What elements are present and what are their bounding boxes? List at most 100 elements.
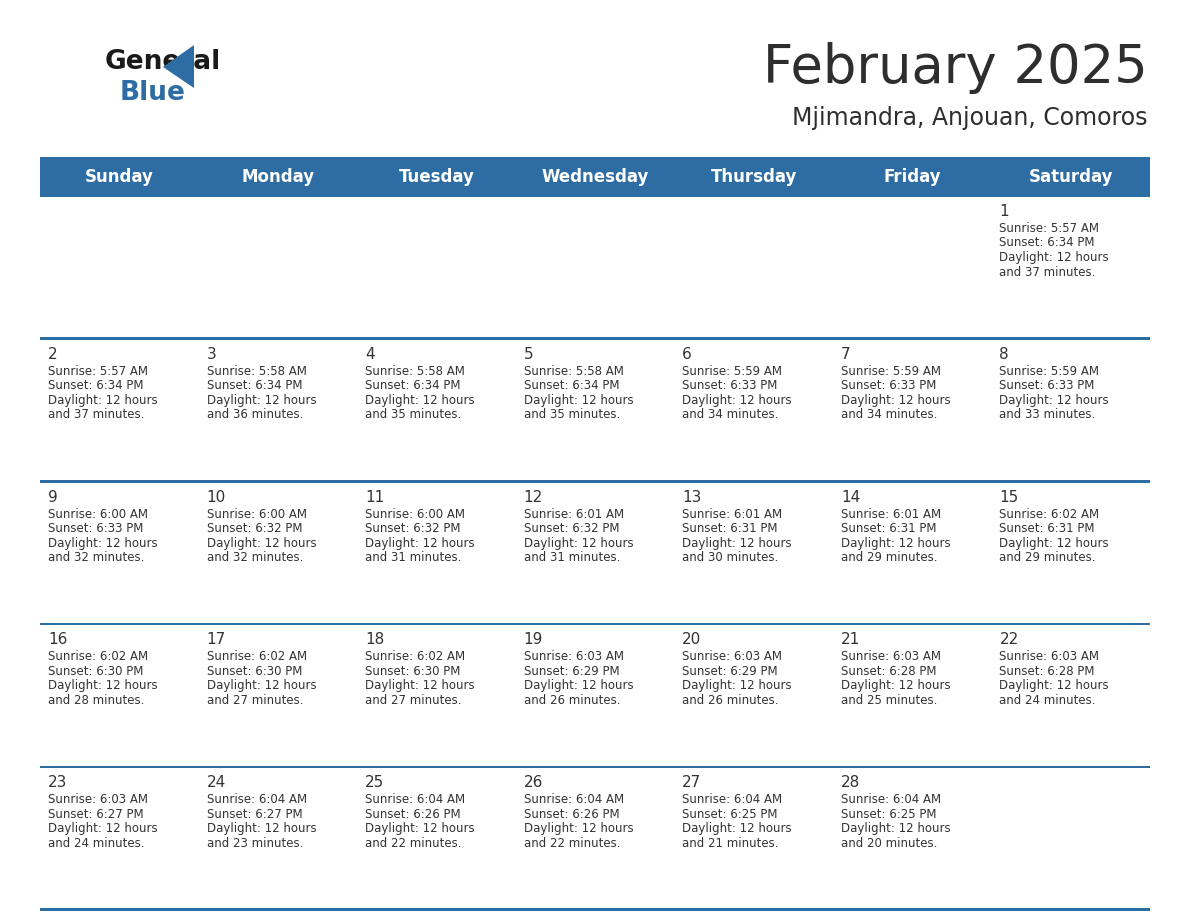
- Text: Sunset: 6:26 PM: Sunset: 6:26 PM: [524, 808, 619, 821]
- Text: 8: 8: [999, 347, 1009, 362]
- Text: Sunrise: 6:03 AM: Sunrise: 6:03 AM: [841, 650, 941, 664]
- Text: Sunset: 6:27 PM: Sunset: 6:27 PM: [48, 808, 144, 821]
- Text: and 24 minutes.: and 24 minutes.: [999, 694, 1095, 707]
- Text: Sunrise: 5:59 AM: Sunrise: 5:59 AM: [999, 364, 1099, 378]
- Text: Daylight: 12 hours: Daylight: 12 hours: [365, 394, 475, 407]
- Text: Daylight: 12 hours: Daylight: 12 hours: [48, 537, 158, 550]
- Text: 25: 25: [365, 775, 385, 790]
- Bar: [40, 767, 1150, 910]
- Text: 4: 4: [365, 347, 374, 362]
- Text: and 29 minutes.: and 29 minutes.: [999, 551, 1095, 564]
- Text: Sunset: 6:34 PM: Sunset: 6:34 PM: [48, 379, 144, 392]
- Text: 3: 3: [207, 347, 216, 362]
- Text: Sunrise: 6:04 AM: Sunrise: 6:04 AM: [682, 793, 783, 806]
- Text: Sunrise: 5:57 AM: Sunrise: 5:57 AM: [999, 222, 1099, 235]
- Text: Sunset: 6:34 PM: Sunset: 6:34 PM: [365, 379, 461, 392]
- Text: and 34 minutes.: and 34 minutes.: [682, 409, 778, 421]
- Text: and 33 minutes.: and 33 minutes.: [999, 409, 1095, 421]
- Text: Sunset: 6:34 PM: Sunset: 6:34 PM: [999, 237, 1095, 250]
- Text: Daylight: 12 hours: Daylight: 12 hours: [999, 394, 1110, 407]
- Text: and 36 minutes.: and 36 minutes.: [207, 409, 303, 421]
- Text: and 37 minutes.: and 37 minutes.: [48, 409, 145, 421]
- Text: 2: 2: [48, 347, 58, 362]
- Text: Daylight: 12 hours: Daylight: 12 hours: [48, 394, 158, 407]
- Text: Sunrise: 5:57 AM: Sunrise: 5:57 AM: [48, 364, 148, 378]
- Text: Sunset: 6:28 PM: Sunset: 6:28 PM: [999, 665, 1095, 677]
- Text: 24: 24: [207, 775, 226, 790]
- Text: and 28 minutes.: and 28 minutes.: [48, 694, 145, 707]
- Text: Saturday: Saturday: [1029, 168, 1113, 186]
- Bar: [40, 337, 1150, 340]
- Text: 21: 21: [841, 633, 860, 647]
- Text: 26: 26: [524, 775, 543, 790]
- Text: Sunrise: 6:01 AM: Sunrise: 6:01 AM: [524, 508, 624, 521]
- Text: Thursday: Thursday: [710, 168, 797, 186]
- Text: Sunset: 6:32 PM: Sunset: 6:32 PM: [365, 522, 461, 535]
- Text: Daylight: 12 hours: Daylight: 12 hours: [682, 537, 792, 550]
- Text: Daylight: 12 hours: Daylight: 12 hours: [524, 823, 633, 835]
- Text: Sunrise: 5:58 AM: Sunrise: 5:58 AM: [524, 364, 624, 378]
- Text: Daylight: 12 hours: Daylight: 12 hours: [841, 679, 950, 692]
- Text: 14: 14: [841, 489, 860, 505]
- Text: Sunset: 6:28 PM: Sunset: 6:28 PM: [841, 665, 936, 677]
- Text: Sunset: 6:33 PM: Sunset: 6:33 PM: [999, 379, 1095, 392]
- Text: 1: 1: [999, 204, 1009, 219]
- Text: Sunset: 6:25 PM: Sunset: 6:25 PM: [841, 808, 936, 821]
- Text: Daylight: 12 hours: Daylight: 12 hours: [524, 537, 633, 550]
- Text: 10: 10: [207, 489, 226, 505]
- Text: and 26 minutes.: and 26 minutes.: [682, 694, 779, 707]
- Text: Sunset: 6:29 PM: Sunset: 6:29 PM: [682, 665, 778, 677]
- Text: and 35 minutes.: and 35 minutes.: [365, 409, 461, 421]
- Text: Sunrise: 5:59 AM: Sunrise: 5:59 AM: [682, 364, 782, 378]
- Text: Daylight: 12 hours: Daylight: 12 hours: [365, 823, 475, 835]
- Text: 22: 22: [999, 633, 1018, 647]
- Text: and 32 minutes.: and 32 minutes.: [207, 551, 303, 564]
- Bar: [40, 158, 198, 196]
- Text: Sunrise: 6:01 AM: Sunrise: 6:01 AM: [682, 508, 783, 521]
- Text: Wednesday: Wednesday: [542, 168, 649, 186]
- Text: Sunrise: 5:58 AM: Sunrise: 5:58 AM: [365, 364, 465, 378]
- Text: Sunset: 6:30 PM: Sunset: 6:30 PM: [48, 665, 144, 677]
- Text: Sunrise: 6:04 AM: Sunrise: 6:04 AM: [207, 793, 307, 806]
- Text: Daylight: 12 hours: Daylight: 12 hours: [207, 823, 316, 835]
- Text: Sunrise: 6:02 AM: Sunrise: 6:02 AM: [999, 508, 1100, 521]
- Text: Daylight: 12 hours: Daylight: 12 hours: [682, 823, 792, 835]
- Text: Sunrise: 5:58 AM: Sunrise: 5:58 AM: [207, 364, 307, 378]
- Text: 23: 23: [48, 775, 68, 790]
- Bar: [40, 624, 1150, 767]
- Text: Sunrise: 5:59 AM: Sunrise: 5:59 AM: [841, 364, 941, 378]
- Text: Sunset: 6:32 PM: Sunset: 6:32 PM: [207, 522, 302, 535]
- Text: Sunset: 6:33 PM: Sunset: 6:33 PM: [48, 522, 144, 535]
- Text: Sunset: 6:30 PM: Sunset: 6:30 PM: [207, 665, 302, 677]
- Bar: [40, 908, 1150, 911]
- Text: Sunrise: 6:04 AM: Sunrise: 6:04 AM: [365, 793, 466, 806]
- Text: and 34 minutes.: and 34 minutes.: [841, 409, 937, 421]
- Text: 28: 28: [841, 775, 860, 790]
- Text: Sunrise: 6:00 AM: Sunrise: 6:00 AM: [365, 508, 466, 521]
- Bar: [516, 158, 675, 196]
- Bar: [358, 158, 516, 196]
- Text: Sunrise: 6:01 AM: Sunrise: 6:01 AM: [841, 508, 941, 521]
- Text: 13: 13: [682, 489, 702, 505]
- Text: 9: 9: [48, 489, 58, 505]
- Text: 18: 18: [365, 633, 385, 647]
- Text: and 31 minutes.: and 31 minutes.: [524, 551, 620, 564]
- Text: Daylight: 12 hours: Daylight: 12 hours: [207, 537, 316, 550]
- Text: and 37 minutes.: and 37 minutes.: [999, 265, 1095, 278]
- Text: Daylight: 12 hours: Daylight: 12 hours: [365, 679, 475, 692]
- Text: and 22 minutes.: and 22 minutes.: [365, 836, 462, 850]
- Text: and 21 minutes.: and 21 minutes.: [682, 836, 779, 850]
- Text: Blue: Blue: [120, 80, 185, 106]
- Bar: [833, 158, 992, 196]
- Text: Monday: Monday: [241, 168, 315, 186]
- Text: and 25 minutes.: and 25 minutes.: [841, 694, 937, 707]
- Text: Sunset: 6:32 PM: Sunset: 6:32 PM: [524, 522, 619, 535]
- Bar: [40, 766, 1150, 768]
- Text: and 20 minutes.: and 20 minutes.: [841, 836, 937, 850]
- Text: 16: 16: [48, 633, 68, 647]
- Text: Sunset: 6:31 PM: Sunset: 6:31 PM: [682, 522, 778, 535]
- Text: Daylight: 12 hours: Daylight: 12 hours: [841, 394, 950, 407]
- Text: 5: 5: [524, 347, 533, 362]
- Text: and 30 minutes.: and 30 minutes.: [682, 551, 778, 564]
- Bar: [40, 339, 1150, 482]
